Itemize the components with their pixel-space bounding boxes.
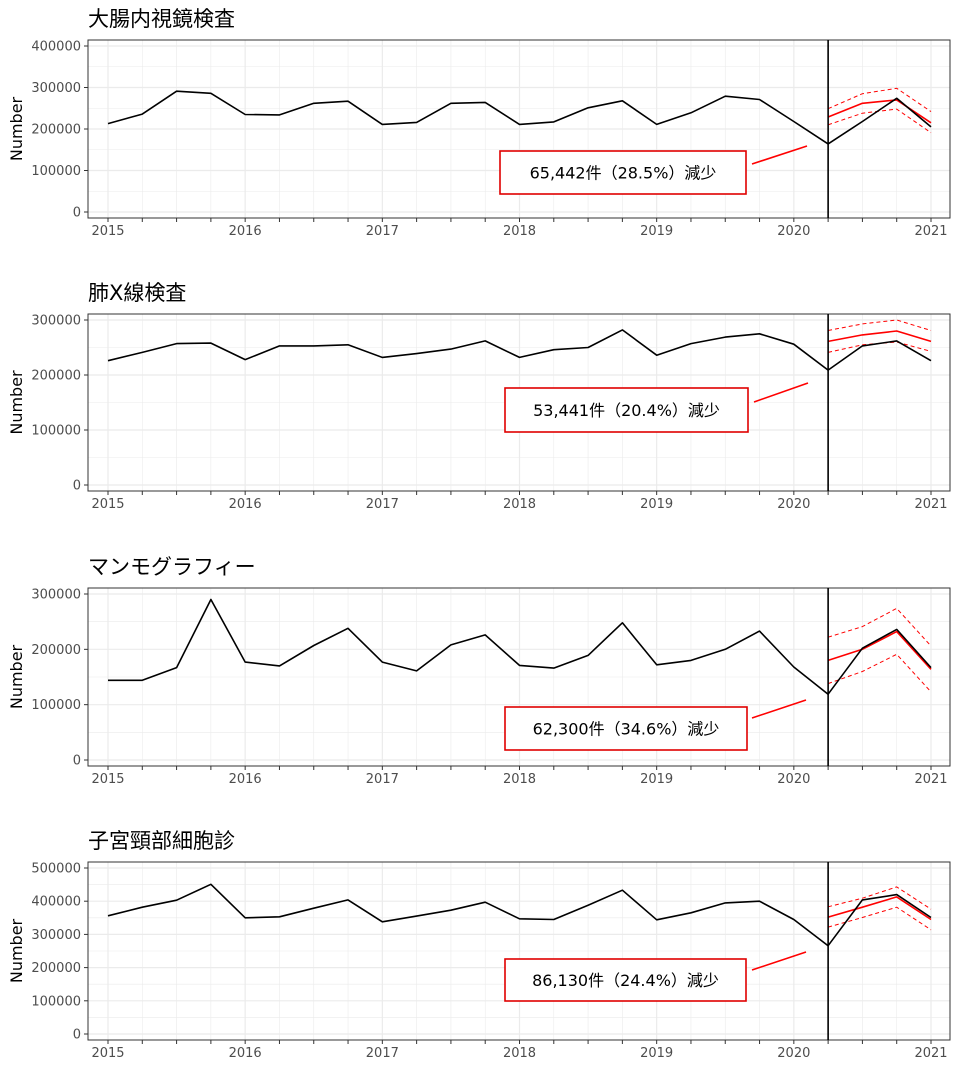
y-tick-label: 200000 [31,123,81,138]
x-tick-label: 2015 [91,497,124,512]
chart-title: 肺X線検査 [88,281,186,305]
y-axis-label: Number [7,644,26,709]
y-tick-label: 300000 [31,314,81,329]
annotation-leader [751,699,807,719]
y-tick-label: 0 [73,754,81,769]
y-tick-label: 100000 [31,424,81,439]
y-tick-label: 0 [73,479,81,494]
y-tick-label: 400000 [31,40,81,55]
x-tick-label: 2017 [366,497,399,512]
x-tick-label: 2020 [777,1046,810,1061]
x-tick-label: 2016 [229,497,262,512]
x-tick-label: 2018 [503,497,536,512]
x-tick-label: 2016 [229,224,262,239]
y-tick-label: 400000 [31,895,81,910]
series-line-lower [827,108,932,134]
x-tick-label: 2015 [91,772,124,787]
chart-panel: 0 100000 200000 300000 2015 2016 2017 2018 2019 2… [7,555,951,787]
y-axis-label: Number [7,370,26,435]
x-tick-label: 2017 [366,772,399,787]
annotation-label: 53,441件（20.4%）減少 [533,401,720,420]
x-tick-label: 2020 [777,497,810,512]
chart-title: 子宮頸部細胞診 [88,829,235,853]
chart-panel: 0 100000 200000 300000 2015 2016 2017 2018 2019 2… [7,281,951,512]
series-line-forecast [827,896,932,921]
series-line-forecast [827,99,932,124]
x-tick-label: 2016 [229,1046,262,1061]
annotation-leader [753,382,809,403]
y-tick-label: 200000 [31,643,81,658]
x-tick-label: 2018 [503,772,536,787]
annotation-box [504,387,749,433]
y-tick-label: 200000 [31,961,81,976]
series-line-upper [827,87,932,113]
chart-panel: 0 100000 200000 300000 400000 2015 2016 2017 201… [7,7,951,239]
series-line-observed [108,598,932,696]
y-tick-label: 0 [73,206,81,221]
series-line-lower [827,653,932,693]
y-axis-label: Number [7,96,26,161]
x-tick-label: 2021 [914,224,947,239]
x-tick-label: 2015 [91,224,124,239]
x-tick-label: 2019 [640,1046,673,1061]
x-tick-label: 2016 [229,772,262,787]
annotation-label: 62,300件（34.6%）減少 [533,720,720,739]
annotation-leader [751,145,808,165]
series-line-upper [828,319,932,331]
x-tick-label: 2021 [914,772,947,787]
x-tick-label: 2019 [640,772,673,787]
x-tick-label: 2019 [640,497,673,512]
x-tick-label: 2017 [366,1046,399,1061]
x-tick-label: 2021 [914,1046,947,1061]
x-tick-label: 2020 [777,772,810,787]
annotation-leader [751,951,807,971]
x-tick-label: 2018 [503,224,536,239]
series-line-observed [107,329,932,371]
y-tick-label: 300000 [31,588,81,603]
y-tick-label: 500000 [31,862,81,877]
y-tick-label: 100000 [31,994,81,1009]
annotation-label: 86,130件（24.4%）減少 [532,971,719,990]
y-tick-label: 300000 [31,928,81,943]
x-tick-label: 2021 [914,497,947,512]
series-line-upper [827,886,932,910]
annotation-label: 65,442件（28.5%）減少 [530,164,717,183]
y-tick-label: 300000 [31,81,81,96]
series-line-upper [827,607,932,647]
annotation-box [504,706,748,751]
annotation-box [504,958,747,1002]
x-tick-label: 2018 [503,1046,536,1061]
series-line-forecast [827,330,932,343]
x-tick-label: 2020 [777,224,810,239]
y-tick-label: 0 [73,1028,81,1043]
chart-title: マンモグラフィー [88,555,256,579]
x-tick-label: 2019 [640,224,673,239]
y-tick-label: 100000 [31,698,81,713]
chart-title: 大腸内視鏡検査 [88,7,235,31]
y-tick-label: 200000 [31,369,81,384]
y-axis-label: Number [7,918,26,983]
x-tick-label: 2017 [366,224,399,239]
chart-panel: 0 100000 200000 300000 400000 500000 2015 2016 2… [7,829,951,1061]
x-tick-label: 2015 [91,1046,124,1061]
y-tick-label: 100000 [31,164,81,179]
series-line-observed [107,90,932,145]
annotation-box [499,150,747,195]
series-line-forecast [827,630,932,670]
series-line-observed [107,883,932,947]
